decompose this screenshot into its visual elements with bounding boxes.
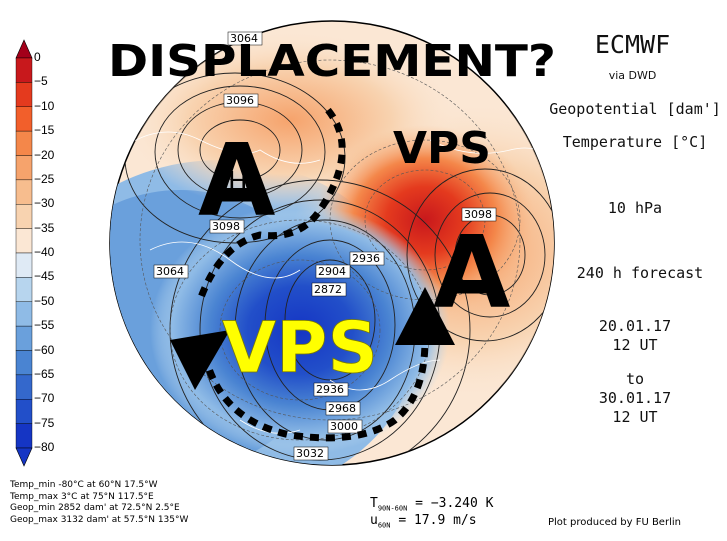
contour-label-box [327, 419, 363, 434]
colorbar-tick-label: −65 [34, 366, 55, 381]
arrow-head-right [395, 287, 455, 345]
colorbar-tick-label: −60 [34, 342, 55, 357]
cold-core [150, 205, 450, 455]
colorbar-segment [15, 252, 33, 278]
high-left-label: A [198, 122, 275, 239]
colorbar-tick-label: −10 [34, 98, 55, 113]
field-temperature: Temperature [°C] [562, 133, 708, 151]
forecast-lead: 240 h forecast [576, 264, 704, 282]
mean-wind-subscript: 60N [377, 521, 391, 530]
mean-temp-subscript: 90N-60N [377, 504, 408, 513]
mean-wind: u60N = 17.9 m/s [370, 513, 477, 530]
contour-label: 3032 [296, 447, 324, 460]
to-label: to [625, 370, 645, 388]
colorbar-tick-label: −5 [34, 74, 48, 89]
colorbar-cap-top [15, 39, 33, 59]
contour-label-box [227, 31, 263, 46]
colorbar-tick-label: −20 [34, 147, 55, 162]
contour-label-box [311, 282, 347, 297]
colorbar-segment [15, 277, 33, 302]
contour-label: 3096 [226, 94, 254, 107]
colorbar-tick-label: −30 [34, 196, 55, 211]
mean-wind-value: = 17.9 m/s [398, 513, 477, 528]
stat-geop-min: Geop_min 2852 dam' at 72.5°N 2.5°E [10, 503, 180, 513]
colorbar-tick-label: −15 [34, 123, 55, 138]
valid-date: 30.01.17 [598, 389, 672, 407]
colorbar-tick-label: −70 [34, 391, 55, 406]
contour-label: 3064 [156, 265, 184, 278]
init-time: 12 UT [612, 336, 658, 354]
vortex-lower-label: VPS [222, 307, 378, 389]
contour-label-box [349, 251, 385, 266]
stat-temp-max: Temp_max 3°C at 75°N 117.5°E [10, 491, 154, 502]
contour-labels: 3064 3096 3098 3064 3098 2936 2904 2872 2936 2968… [153, 31, 497, 461]
contour-label: 2968 [328, 402, 356, 415]
colorbar-tick-label: −50 [34, 293, 55, 308]
colorbar-tick-label: −45 [34, 269, 55, 284]
colorbar-segment [15, 374, 33, 400]
colorbar-segment [15, 204, 33, 229]
contour-label: 2936 [316, 383, 344, 396]
stat-geop-max: Geop_max 3132 dam' at 57.5°N 135°W [10, 514, 189, 525]
contour-label-box [293, 446, 329, 461]
coastlines [119, 131, 554, 434]
colorbar-segment [15, 228, 33, 254]
colorbar-tick-label: −80 [34, 440, 55, 454]
colorbar-tick-label: −35 [34, 220, 55, 235]
contour-label: 3098 [212, 220, 240, 233]
colorbar-segment [15, 423, 33, 449]
colorbar-segment [15, 325, 33, 351]
producer-title: ECMWF [594, 30, 671, 59]
contour-label: 2936 [352, 252, 380, 265]
mean-temp-value: = −3.240 K [415, 496, 494, 511]
via-text: via DWD [608, 69, 657, 82]
credit-text: Plot produced by FU Berlin [548, 517, 681, 528]
colorbar-tick-label: −25 [34, 171, 55, 186]
colorbar-segment [15, 57, 33, 83]
contour-label: 2872 [314, 283, 342, 296]
temperature-colorbar [15, 39, 33, 467]
contour-label: 3098 [464, 208, 492, 221]
high-right-label: A [433, 214, 510, 331]
contour-label-box [209, 219, 245, 234]
contour-label-box [153, 264, 189, 279]
headline: DISPLACEMENT? [108, 36, 556, 87]
vortex-upper-label: VPS [393, 123, 491, 174]
contour-label-box [315, 264, 351, 279]
colorbar-segment [15, 82, 33, 107]
mean-temperature: T90N-60N = −3.240 K [370, 496, 493, 513]
colorbar-segment [15, 399, 33, 424]
colorbar-segment [15, 179, 33, 205]
colorbar-tick-label: 0 [34, 50, 41, 64]
mean-temp-symbol: T [370, 496, 378, 511]
valid-time: 12 UT [612, 408, 658, 426]
colorbar-segment [15, 301, 33, 327]
h-mark: H [228, 167, 248, 197]
mean-wind-symbol: u [370, 513, 378, 528]
contour-label: 3000 [330, 420, 358, 433]
contour-label: 3064 [230, 32, 258, 45]
colorbar-segment [15, 155, 33, 181]
colorbar-cap-bottom [15, 447, 33, 467]
displacement-arrows [196, 107, 429, 442]
extrema-stats: Temp_min -80°C at 60°N 17.5°W Temp_max 3… [10, 480, 188, 526]
contour-label: 2904 [318, 265, 346, 278]
colorbar-tick-label: −55 [34, 318, 55, 333]
colorbar-segment [15, 350, 33, 376]
arrow-head-left [170, 330, 230, 390]
contour-label-box [223, 93, 259, 108]
colorbar-segment [15, 106, 33, 132]
contour-label-box [461, 207, 497, 222]
contour-label-box [313, 382, 349, 397]
field-geopotential: Geopotential [dam'] [549, 100, 721, 118]
init-date: 20.01.17 [598, 317, 672, 335]
colorbar-tick-label: −40 [34, 245, 55, 259]
colorbar-tick-label: −75 [34, 415, 55, 430]
colorbar-segment [15, 130, 33, 156]
pressure-level: 10 hPa [607, 199, 663, 217]
stat-temp-min: Temp_min -80°C at 60°N 17.5°W [10, 480, 158, 490]
contour-label-box [325, 401, 361, 416]
